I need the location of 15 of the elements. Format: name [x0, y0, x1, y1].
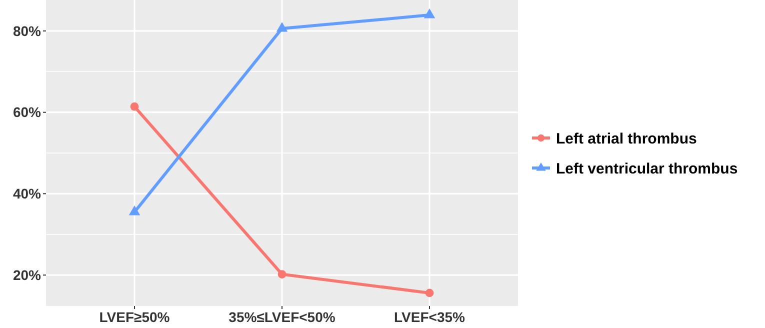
y-tick-label: 40%	[12, 186, 42, 202]
y-tick-label: 20%	[12, 266, 42, 283]
y-tick-label: 60%	[12, 104, 42, 120]
x-tick-label: LVEF<35%	[394, 309, 466, 325]
point	[130, 102, 139, 111]
point	[128, 205, 140, 216]
point	[425, 288, 434, 298]
legend-label: Left ventricular thrombus	[556, 160, 738, 178]
legend-label: Left atrial thrombus	[556, 130, 697, 148]
x-tick-label: LVEF≥50%	[99, 309, 170, 325]
point	[276, 22, 288, 32]
y-tick-label: 80%	[12, 22, 42, 39]
point	[424, 8, 436, 18]
point	[278, 270, 286, 278]
x-tick-label: 35%≤LVEF<50%	[228, 309, 336, 325]
